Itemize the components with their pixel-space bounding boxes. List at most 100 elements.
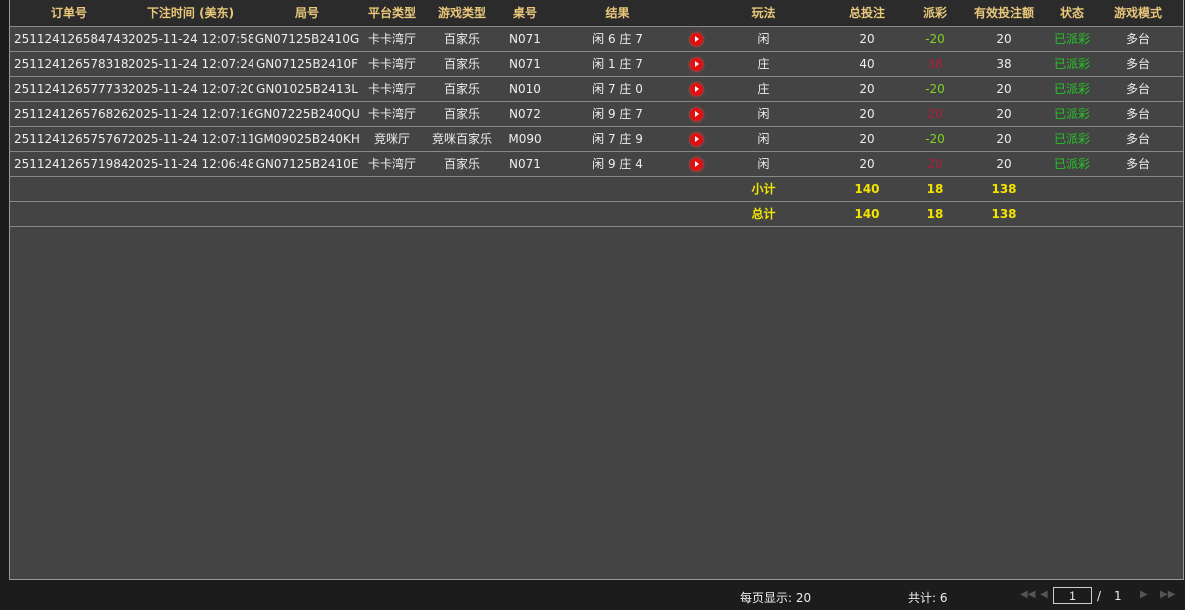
status-cell: 已派彩: [1051, 101, 1093, 127]
subtotal-valid: 138: [957, 176, 1051, 202]
subtotal-label: 小计: [706, 176, 821, 202]
subtotal-row: 小计 140 18 138: [10, 176, 1183, 202]
total-bet: 140: [821, 201, 913, 227]
column-header: 派彩: [913, 0, 957, 27]
status-cell: 已派彩: [1051, 126, 1093, 152]
table-row[interactable]: 251124126584743 2025-11-24 12:07:58 GN0712…: [10, 26, 1183, 52]
column-header: 结果: [549, 0, 686, 27]
table-row[interactable]: 251124126577733 2025-11-24 12:07:20 GN0102…: [10, 76, 1183, 102]
replay-cell: [686, 51, 706, 77]
play-video-icon[interactable]: [689, 57, 703, 71]
replay-cell: [686, 76, 706, 102]
time-cell: 2025-11-24 12:07:16: [128, 101, 253, 127]
valid-cell: 20: [957, 101, 1051, 127]
total-row: 总计 140 18 138: [10, 201, 1183, 227]
bet-cell: 20: [821, 26, 913, 52]
replay-cell: [686, 101, 706, 127]
page-size-label: 每页显示: 20: [740, 591, 812, 605]
order-cell: 251124126576826: [10, 101, 128, 127]
round-cell: GN01025B2413L: [253, 76, 361, 102]
result-cell: 闲 9 庄 7: [549, 101, 686, 127]
platform-cell: 卡卡湾厅: [361, 51, 423, 77]
replay-cell: [686, 126, 706, 152]
total-pages: 1: [1114, 589, 1122, 603]
round-cell: GN07125B2410G: [253, 26, 361, 52]
subtotal-bet: 140: [821, 176, 913, 202]
mode-cell: 多台: [1093, 51, 1183, 77]
game-cell: 竞咪百家乐: [423, 126, 501, 152]
first-page-icon[interactable]: ◀◀: [1020, 589, 1036, 600]
last-page-icon[interactable]: ▶▶: [1160, 589, 1176, 600]
result-cell: 闲 1 庄 7: [549, 51, 686, 77]
bet-cell: 20: [821, 151, 913, 177]
payout-cell: 38: [913, 51, 957, 77]
platform-cell: 竞咪厅: [361, 126, 423, 152]
play-video-icon[interactable]: [689, 82, 703, 96]
payout-cell: 20: [913, 151, 957, 177]
play-video-icon[interactable]: [689, 32, 703, 46]
result-cell: 闲 6 庄 7: [549, 26, 686, 52]
bet-cell: 40: [821, 51, 913, 77]
column-header: 玩法: [706, 0, 821, 27]
play-video-icon[interactable]: [689, 132, 703, 146]
table-cell: N072: [501, 101, 549, 127]
column-header: 游戏类型: [423, 0, 501, 27]
table-cell: M090: [501, 126, 549, 152]
prev-page-icon[interactable]: ◀: [1040, 589, 1048, 600]
page-number-input[interactable]: [1053, 587, 1092, 604]
order-cell: 251124126584743: [10, 26, 128, 52]
pagination-bar: 每页显示: 20 共计: 6 ◀◀ ◀ / 1 ▶ ▶▶: [0, 580, 1185, 610]
column-header: 下注时间 (美东): [128, 0, 253, 27]
column-header: 桌号: [501, 0, 549, 27]
table-row[interactable]: 251124126571984 2025-11-24 12:06:48 GN0712…: [10, 151, 1183, 177]
bet-records-table: 订单号 下注时间 (美东) 局号 平台类型 游戏类型 桌号 结果 玩法 总投注 派彩 有效投注额 状态…: [10, 0, 1183, 227]
total-valid: 138: [957, 201, 1051, 227]
next-page-icon[interactable]: ▶: [1140, 589, 1148, 600]
play-cell: 闲: [706, 101, 821, 127]
column-header: 游戏模式: [1093, 0, 1183, 27]
total-payout: 18: [913, 201, 957, 227]
status-cell: 已派彩: [1051, 26, 1093, 52]
mode-cell: 多台: [1093, 151, 1183, 177]
game-cell: 百家乐: [423, 51, 501, 77]
status-cell: 已派彩: [1051, 76, 1093, 102]
valid-cell: 20: [957, 76, 1051, 102]
play-cell: 庄: [706, 51, 821, 77]
play-video-icon[interactable]: [689, 157, 703, 171]
order-cell: 251124126575767: [10, 126, 128, 152]
play-cell: 闲: [706, 26, 821, 52]
round-cell: GN07125B2410F: [253, 51, 361, 77]
bet-cell: 20: [821, 101, 913, 127]
time-cell: 2025-11-24 12:07:24: [128, 51, 253, 77]
order-cell: 251124126571984: [10, 151, 128, 177]
column-header: 有效投注额: [957, 0, 1051, 27]
column-header: 总投注: [821, 0, 913, 27]
game-cell: 百家乐: [423, 26, 501, 52]
column-header: 状态: [1051, 0, 1093, 27]
bet-cell: 20: [821, 76, 913, 102]
valid-cell: 38: [957, 51, 1051, 77]
table-cell: N010: [501, 76, 549, 102]
mode-cell: 多台: [1093, 26, 1183, 52]
round-cell: GN07125B2410E: [253, 151, 361, 177]
platform-cell: 卡卡湾厅: [361, 26, 423, 52]
table-row[interactable]: 251124126576826 2025-11-24 12:07:16 GN0722…: [10, 101, 1183, 127]
game-cell: 百家乐: [423, 101, 501, 127]
table-cell: N071: [501, 26, 549, 52]
result-cell: 闲 9 庄 4: [549, 151, 686, 177]
total-count: 共计: 6: [908, 591, 948, 605]
replay-cell: [686, 26, 706, 52]
column-header: 订单号: [10, 0, 128, 27]
bet-records-table-panel: 订单号 下注时间 (美东) 局号 平台类型 游戏类型 桌号 结果 玩法 总投注 派彩 有效投注额 状态…: [9, 0, 1184, 580]
table-cell: N071: [501, 51, 549, 77]
play-video-icon[interactable]: [689, 107, 703, 121]
time-cell: 2025-11-24 12:07:58: [128, 26, 253, 52]
table-row[interactable]: 251124126575767 2025-11-24 12:07:11 GM0902…: [10, 126, 1183, 152]
column-header: 平台类型: [361, 0, 423, 27]
time-cell: 2025-11-24 12:07:20: [128, 76, 253, 102]
column-header: 局号: [253, 0, 361, 27]
table-row[interactable]: 251124126578318 2025-11-24 12:07:24 GN0712…: [10, 51, 1183, 77]
subtotal-payout: 18: [913, 176, 957, 202]
time-cell: 2025-11-24 12:07:11: [128, 126, 253, 152]
total-label: 总计: [706, 201, 821, 227]
